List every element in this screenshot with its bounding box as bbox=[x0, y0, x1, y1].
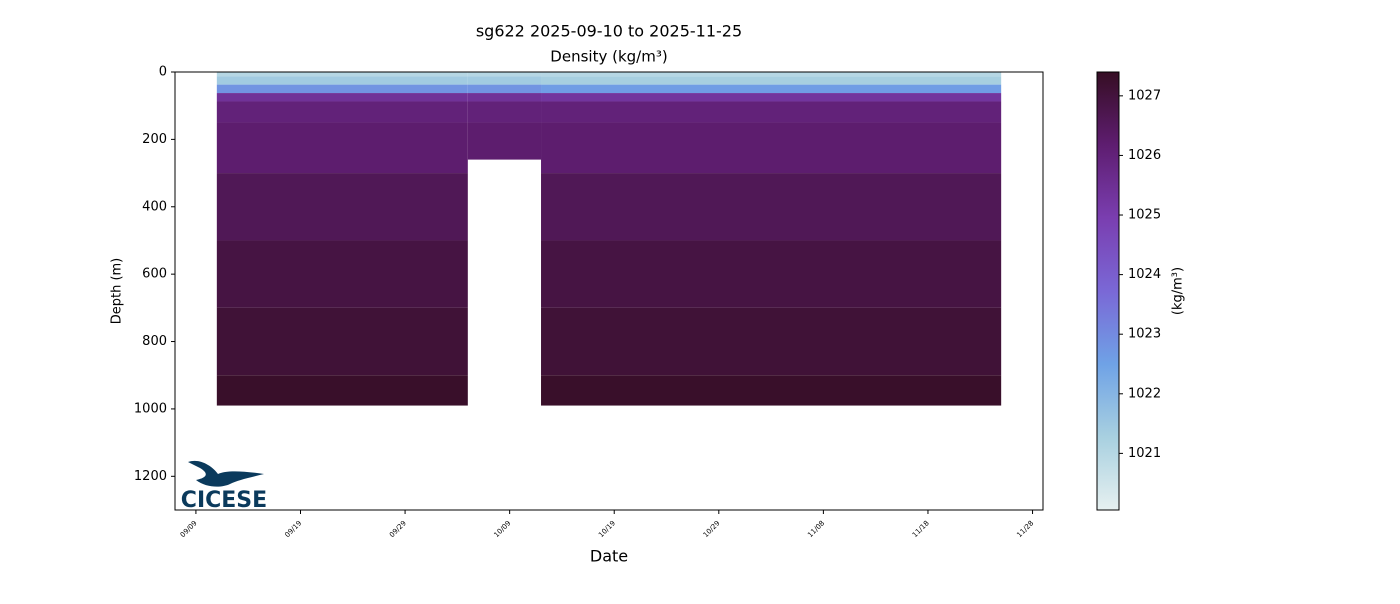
x-tick-label: 09/09 bbox=[179, 519, 199, 539]
x-tick-label: 10/09 bbox=[493, 519, 513, 539]
density-cell bbox=[541, 84, 1002, 94]
density-cell bbox=[467, 72, 542, 77]
colorbar-tick-label: 1021 bbox=[1128, 446, 1161, 461]
density-cell bbox=[541, 307, 1002, 376]
density-cell bbox=[467, 122, 542, 160]
colorbar-tick-label: 1023 bbox=[1128, 327, 1161, 342]
density-cell bbox=[216, 375, 468, 406]
density-cell bbox=[467, 84, 542, 94]
logo-text: CICESE bbox=[181, 488, 267, 513]
y-tick-label: 800 bbox=[142, 334, 167, 349]
colorbar-tick-label: 1027 bbox=[1128, 88, 1161, 103]
colorbar-tick-label: 1025 bbox=[1128, 208, 1161, 223]
density-cell bbox=[216, 240, 468, 308]
density-cell bbox=[541, 122, 1002, 174]
plot-frame bbox=[174, 71, 1044, 511]
density-cell bbox=[467, 93, 542, 102]
chart-subtitle: Density (kg/m³) bbox=[550, 48, 667, 66]
x-tick-label: 09/29 bbox=[388, 519, 408, 539]
field bbox=[216, 72, 1002, 406]
chart-title: sg622 2025-09-10 to 2025-11-25 bbox=[476, 22, 742, 41]
y-tick-label: 200 bbox=[142, 132, 167, 147]
colorbar-tick-label: 1024 bbox=[1128, 267, 1161, 282]
density-cell bbox=[216, 101, 468, 123]
logo: CICESE bbox=[181, 460, 267, 513]
x-tick-label: 10/29 bbox=[702, 519, 722, 539]
x-tick-label: 09/19 bbox=[283, 519, 303, 539]
density-cell bbox=[541, 76, 1002, 85]
density-cell bbox=[216, 173, 468, 241]
x-tick-label: 10/19 bbox=[597, 519, 617, 539]
density-cell bbox=[216, 93, 468, 102]
density-cell bbox=[467, 101, 542, 123]
colorbar-label: (kg/m³) bbox=[1171, 267, 1186, 315]
density-cell bbox=[216, 72, 468, 77]
colorbar bbox=[1096, 71, 1120, 511]
x-axis-label: Date bbox=[590, 547, 628, 566]
x-tick-label: 11/28 bbox=[1015, 519, 1035, 539]
y-tick-label: 600 bbox=[142, 267, 167, 282]
y-axis-label: Depth (m) bbox=[110, 258, 125, 325]
colorbar-tick-label: 1022 bbox=[1128, 386, 1161, 401]
x-tick-label: 11/18 bbox=[911, 519, 931, 539]
y-tick-label: 1000 bbox=[134, 401, 167, 416]
density-cell bbox=[541, 375, 1002, 406]
colorbar-tick-label: 1026 bbox=[1128, 148, 1161, 163]
density-cell bbox=[216, 122, 468, 174]
y-tick-label: 1200 bbox=[134, 469, 167, 484]
density-cell bbox=[541, 93, 1002, 102]
logo-bird bbox=[188, 460, 264, 487]
density-cell bbox=[541, 240, 1002, 308]
density-cell bbox=[216, 307, 468, 376]
density-cell bbox=[216, 76, 468, 85]
x-tick-label: 11/08 bbox=[806, 519, 826, 539]
y-tick-label: 400 bbox=[142, 199, 167, 214]
density-cell bbox=[541, 173, 1002, 241]
density-cell bbox=[467, 76, 542, 85]
density-cell bbox=[216, 84, 468, 94]
density-cell bbox=[541, 101, 1002, 123]
density-cell bbox=[541, 72, 1002, 77]
y-tick-label: 0 bbox=[159, 65, 167, 80]
